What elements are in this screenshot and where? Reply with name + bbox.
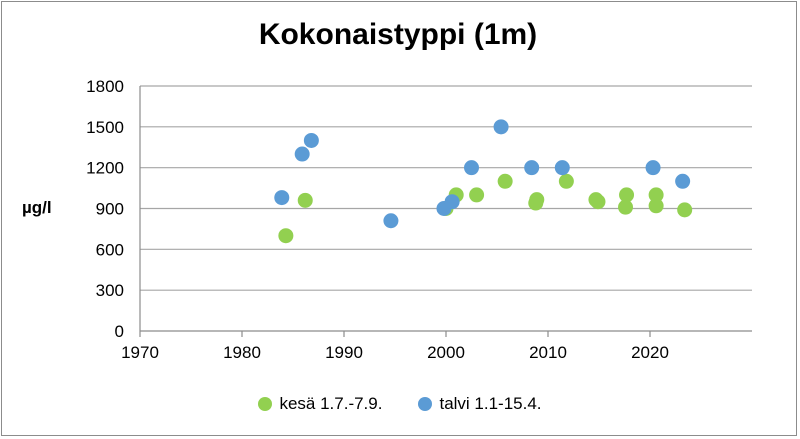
kesa-point xyxy=(677,202,693,218)
kesa-point xyxy=(497,173,513,189)
y-tick-label: 1200 xyxy=(86,159,124,178)
chart-legend: kesä 1.7.-7.9. talvi 1.1-15.4. xyxy=(0,394,800,414)
y-tick-label: 0 xyxy=(115,322,124,341)
talvi-point xyxy=(444,194,460,210)
legend-item-talvi: talvi 1.1-15.4. xyxy=(418,394,542,414)
talvi-point xyxy=(383,213,399,229)
kesa-point xyxy=(278,228,294,244)
kesa-point xyxy=(590,194,606,210)
legend-marker-talvi xyxy=(418,397,433,411)
x-tick-label: 2020 xyxy=(631,343,669,362)
talvi-point xyxy=(303,132,319,148)
legend-item-kesa: kesä 1.7.-7.9. xyxy=(258,394,382,414)
kesa-point xyxy=(297,192,313,208)
talvi-point xyxy=(675,173,691,189)
kesa-point xyxy=(619,187,635,203)
chart-title: Kokonaistyppi (1m) xyxy=(258,18,538,51)
y-tick-label: 900 xyxy=(96,200,124,219)
y-axis-label: µg/l xyxy=(22,198,52,217)
x-tick-label: 1990 xyxy=(325,343,363,362)
legend-label-talvi: talvi 1.1-15.4. xyxy=(439,394,542,413)
talvi-point xyxy=(493,119,509,135)
talvi-point xyxy=(645,160,661,176)
talvi-point xyxy=(274,190,290,206)
y-tick-label: 1800 xyxy=(86,77,124,96)
x-tick-label: 2000 xyxy=(427,343,465,362)
kesa-point xyxy=(648,198,664,214)
talvi-point xyxy=(464,160,479,176)
kesa-point xyxy=(618,199,634,215)
legend-marker-kesa xyxy=(258,397,273,411)
kesa-point xyxy=(558,173,574,189)
x-tick-label: 2010 xyxy=(529,343,567,362)
talvi-point xyxy=(294,146,310,162)
y-tick-label: 300 xyxy=(96,281,124,300)
y-tick-label: 600 xyxy=(96,240,124,259)
talvi-point xyxy=(554,160,570,176)
kesa-point xyxy=(469,187,485,203)
kesa-point xyxy=(529,192,545,208)
y-tick-label: 1500 xyxy=(86,118,124,137)
x-tick-label: 1980 xyxy=(223,343,261,362)
x-tick-label: 1970 xyxy=(121,343,159,362)
talvi-point xyxy=(524,160,540,176)
legend-label-kesa: kesä 1.7.-7.9. xyxy=(279,394,383,413)
kesa-point xyxy=(648,187,664,203)
